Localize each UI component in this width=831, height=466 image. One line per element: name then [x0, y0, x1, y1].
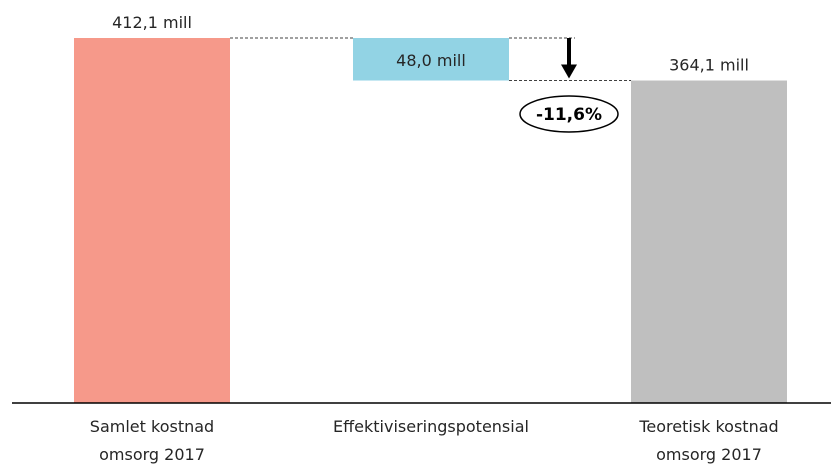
down-arrow-head	[561, 64, 577, 79]
change-percent-label: -11,6%	[536, 105, 602, 125]
data-label: 48,0 mill	[396, 51, 466, 70]
category-label: Teoretisk kostnad	[638, 417, 778, 436]
category-label: Samlet kostnad	[90, 417, 214, 436]
category-label: omsorg 2017	[656, 445, 762, 464]
category-label: Effektiviseringspotensial	[333, 417, 529, 436]
category-label: omsorg 2017	[99, 445, 205, 464]
change-callout	[519, 95, 619, 133]
data-label: 364,1 mill	[669, 56, 749, 75]
bar-3	[631, 80, 787, 404]
data-label: 412,1 mill	[112, 13, 192, 32]
bar-2	[353, 38, 509, 81]
bar-1	[74, 38, 230, 403]
